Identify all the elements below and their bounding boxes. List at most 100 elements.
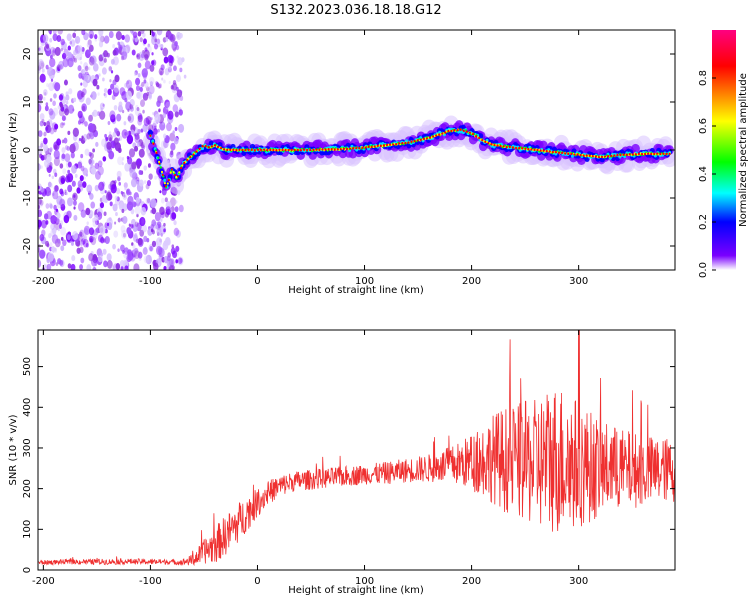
noise-blob	[71, 164, 77, 174]
noise-blob	[77, 180, 83, 188]
noise-blob	[49, 38, 53, 43]
spectrogram-x-tick-label: 300	[569, 276, 588, 287]
spectrum-ridge-mark	[278, 148, 281, 151]
noise-blob	[67, 51, 72, 59]
noise-blob	[156, 237, 163, 247]
noise-blob	[143, 38, 147, 45]
noise-blob	[121, 156, 125, 161]
noise-blob	[80, 153, 84, 159]
noise-blob	[47, 66, 54, 77]
noise-blob	[86, 184, 93, 194]
spectrum-ridge-mark	[527, 148, 530, 151]
noise-blob	[45, 126, 49, 131]
noise-blob	[131, 242, 134, 246]
spectrum-ridge-mark	[561, 151, 564, 155]
snr-y-tick-label: 0	[22, 567, 33, 573]
noise-blob	[170, 247, 176, 255]
noise-blob	[40, 142, 44, 148]
spectrum-ridge-mark	[640, 152, 644, 156]
spectrum-ridge-mark	[367, 145, 370, 149]
noise-blob	[137, 118, 143, 126]
noise-blob	[167, 110, 174, 120]
spectrum-ridge-mark	[514, 146, 518, 150]
noise-blob	[152, 59, 157, 66]
noise-blob	[77, 161, 83, 169]
spectrum-ridge-mark	[163, 178, 167, 182]
noise-blob	[44, 159, 50, 168]
noise-blob	[173, 227, 180, 237]
noise-blob	[70, 39, 76, 47]
noise-blob	[38, 47, 41, 51]
noise-blob	[80, 91, 85, 98]
noise-blob	[48, 202, 53, 208]
noise-blob	[129, 104, 134, 110]
spectrum-ridge-mark	[456, 129, 459, 132]
spectrum-ridge-mark	[180, 166, 183, 170]
spectrum-ridge-mark	[576, 153, 579, 156]
spectrum-ridge-mark	[186, 159, 189, 162]
noise-blob	[137, 112, 143, 121]
noise-blob	[81, 30, 86, 36]
noise-blob	[156, 30, 163, 36]
spectrum-ridge-mark	[401, 141, 404, 145]
spectrum-ridge-mark	[447, 129, 450, 133]
noise-blob	[41, 118, 45, 124]
noise-blob	[85, 97, 91, 106]
spectrum-ridge-mark	[441, 132, 444, 135]
spectrum-ridge-mark	[453, 128, 456, 132]
noise-blob	[49, 46, 56, 56]
noise-blob	[41, 68, 45, 73]
noise-blob	[103, 35, 110, 44]
noise-blob	[140, 219, 145, 224]
noise-blob	[133, 247, 140, 257]
noise-blob	[153, 43, 158, 50]
noise-blob	[129, 168, 136, 178]
noise-blob	[125, 188, 131, 196]
noise-blob	[163, 56, 169, 64]
noise-blob	[67, 45, 72, 51]
noise-blob	[42, 34, 49, 43]
spectrogram-x-tick-label: 200	[462, 276, 481, 287]
noise-blob	[166, 122, 172, 132]
noise-blob	[169, 132, 176, 142]
noise-blob	[112, 203, 118, 212]
noise-blob	[126, 134, 134, 145]
noise-blob	[97, 92, 100, 96]
noise-blob	[183, 74, 187, 79]
noise-blob	[110, 265, 115, 270]
noise-blob	[127, 115, 132, 122]
noise-blob	[137, 31, 142, 37]
noise-blob	[107, 88, 112, 96]
noise-blob	[85, 173, 88, 177]
noise-blob	[50, 223, 55, 230]
noise-blob	[112, 243, 116, 250]
spectrum-ridge-mark	[373, 145, 376, 148]
noise-blob	[163, 228, 166, 233]
noise-blob	[147, 120, 151, 125]
noise-blob	[120, 244, 125, 252]
noise-blob	[126, 130, 130, 135]
noise-blob	[42, 96, 46, 101]
noise-blob	[122, 193, 128, 201]
spectrum-ridge-mark	[438, 133, 441, 136]
noise-blob	[145, 183, 150, 190]
spectrogram-x-tick-label: 100	[355, 276, 374, 287]
noise-blob	[120, 191, 124, 195]
noise-blob	[134, 72, 137, 77]
noise-blob	[105, 191, 112, 201]
noise-blob	[54, 185, 59, 192]
snr-y-tick-label: 200	[22, 479, 33, 498]
noise-blob	[67, 184, 73, 193]
noise-blob	[40, 187, 44, 193]
noise-blob	[134, 247, 139, 254]
noise-blob	[76, 247, 81, 254]
noise-blob	[42, 154, 47, 161]
noise-blob	[56, 34, 62, 43]
noise-blob	[84, 121, 88, 127]
noise-blob	[49, 57, 56, 68]
spectrum-ridge-mark	[410, 140, 413, 144]
noise-blob	[65, 192, 68, 196]
noise-blob	[176, 55, 179, 59]
noise-blob	[110, 83, 115, 90]
noise-blob	[67, 263, 72, 269]
